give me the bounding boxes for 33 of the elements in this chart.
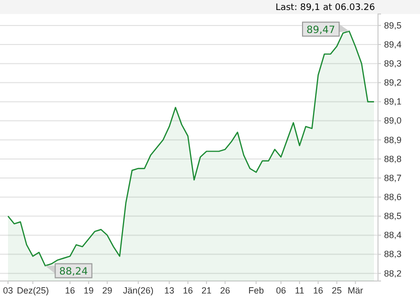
x-tick-label: 25 [332,285,342,296]
y-tick-label: 89,4 [384,39,402,50]
y-tick-label: 88,4 [384,230,402,240]
y-tick-label: 88,2 [384,268,402,278]
y-tick-label: 88,7 [384,172,402,183]
y-tick-label: 89,3 [384,58,402,68]
x-tick-label: Mär [348,285,364,296]
x-tick-label: 03 [2,285,14,296]
x-tick-label: 13 [164,285,174,296]
x-tick-label: Dez(25) [16,285,49,296]
y-tick-label: 89,2 [384,78,402,88]
y-tick-label: 88,5 [384,211,402,222]
y-tick-label: 88,9 [384,134,402,145]
x-tick-label: Feb [248,285,264,296]
x-tick-label: 11 [294,285,304,296]
annotation: 89,47 [306,25,336,36]
y-tick-label: 88,3 [384,249,402,260]
y-tick-label: 89,1 [384,96,402,107]
x-tick-label: 16 [182,285,193,296]
x-tick-label: 06 [276,285,286,296]
y-tick-label: 89,0 [384,116,402,126]
x-tick-label: 16 [65,285,76,296]
x-tick-label: 19 [84,285,94,296]
x-tick-label: 29 [102,285,112,296]
annotation: 88,24 [59,266,88,278]
y-tick-label: 88,6 [384,192,402,202]
y-tick-label: 89,5 [384,20,402,30]
y-tick-label: 88,8 [384,154,402,164]
chart-title: Last: 89,1 at 06.03.26 [275,3,376,13]
x-tick-label: Jän(26) [123,285,154,296]
x-tick-label: 16 [313,285,324,296]
x-tick-label: 26 [220,285,230,296]
x-tick-label: 21 [202,285,212,296]
